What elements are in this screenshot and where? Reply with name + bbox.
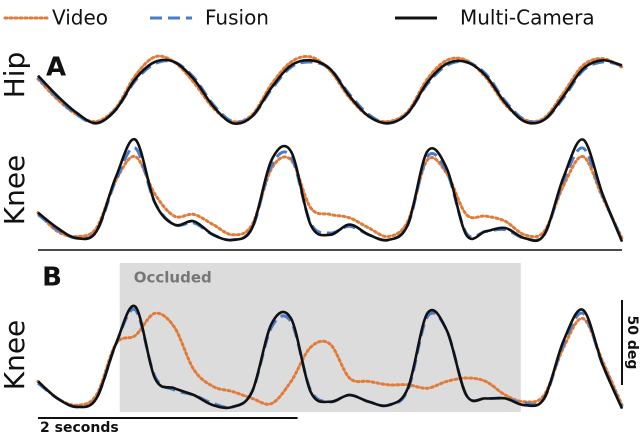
row-label: Knee bbox=[0, 320, 31, 391]
occluded-label: Occluded bbox=[134, 269, 212, 287]
legend-label: Multi-Camera bbox=[460, 6, 595, 30]
trace bbox=[36, 311, 624, 407]
trace bbox=[37, 58, 623, 125]
trace bbox=[36, 54, 624, 124]
panel-letter: A bbox=[46, 53, 66, 83]
angle-scalebar-label: 50 deg bbox=[624, 316, 640, 370]
row-label: Hip bbox=[0, 52, 31, 99]
trace bbox=[36, 154, 624, 240]
legend-label: Fusion bbox=[205, 6, 269, 30]
trace bbox=[37, 146, 624, 242]
occluded-region bbox=[119, 263, 521, 412]
panel-letter: B bbox=[42, 263, 62, 293]
row-label: Knee bbox=[0, 155, 31, 226]
legend-label: Video bbox=[52, 6, 108, 30]
trace bbox=[37, 138, 624, 243]
trace bbox=[37, 304, 624, 410]
time-scalebar-label: 2 seconds bbox=[40, 420, 119, 435]
